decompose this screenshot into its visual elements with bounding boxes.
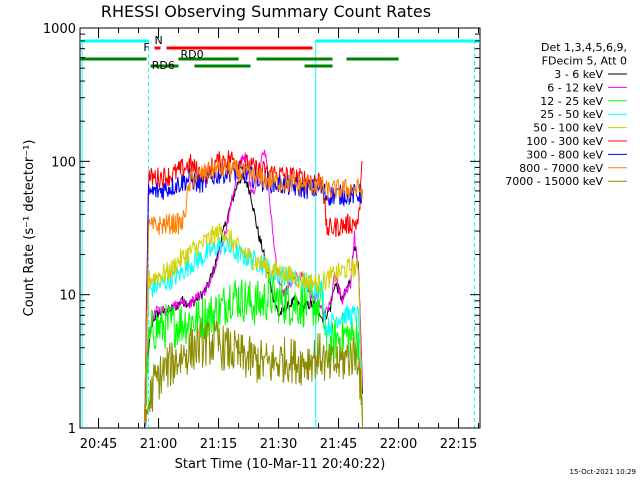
x-axis-label: Start Time (10-Mar-11 20:40:22) xyxy=(175,457,386,472)
y-tick-label: 10 xyxy=(59,289,76,304)
y-tick-label: 1000 xyxy=(43,22,76,37)
series-line-3 xyxy=(144,275,363,429)
x-tick-label: 21:30 xyxy=(260,437,297,452)
legend-entry-label: 100 - 300 keV xyxy=(526,135,603,148)
rd6-flag-label: RD6 xyxy=(152,59,175,72)
legend-header-line: FDecim 5, Att 0 xyxy=(542,55,627,68)
x-tick-label: 21:15 xyxy=(200,437,237,452)
flare-flag-label: F xyxy=(143,41,149,54)
legend-entry-label: 50 - 100 keV xyxy=(533,122,603,135)
legend-entry-label: 3 - 6 keV xyxy=(554,68,603,81)
legend-entry-label: 800 - 7000 keV xyxy=(519,162,603,175)
series-line-4 xyxy=(144,235,363,429)
series-line-9 xyxy=(144,320,363,429)
legend-header-line: Det 1,3,4,5,6,9, xyxy=(541,41,627,54)
series-line-6 xyxy=(144,150,363,429)
series-line-7 xyxy=(144,161,363,429)
series-layer xyxy=(144,149,363,429)
x-tick-label: 22:00 xyxy=(380,437,417,452)
x-tick-label: 21:45 xyxy=(320,437,357,452)
legend-entry-label: 25 - 50 keV xyxy=(540,108,603,121)
footer-timestamp: 15-Oct-2021 10:29 xyxy=(570,468,636,476)
flags-layer: NF RD0 RD6 xyxy=(80,34,480,428)
legend-entry-label: 7000 - 15000 keV xyxy=(505,175,603,188)
axes-layer: 1 10 100 1000 20:45 21:00 21:15 21:30 21:45 22:00… xyxy=(43,22,480,452)
x-tick-label: 22:15 xyxy=(440,437,477,452)
legend: Det 1,3,4,5,6,9,FDecim 5, Att 03 - 6 keV… xyxy=(505,41,627,188)
series-line-8 xyxy=(144,158,363,424)
y-tick-label: 100 xyxy=(51,155,76,170)
plot-frame xyxy=(79,27,481,429)
legend-entry-label: 300 - 800 keV xyxy=(526,148,603,161)
x-tick-label: 21:00 xyxy=(140,437,177,452)
rd0-flag-label: RD0 xyxy=(181,48,204,61)
y-tick-label: 1 xyxy=(68,422,76,437)
legend-entry-label: 6 - 12 keV xyxy=(547,81,603,94)
series-line-5 xyxy=(144,223,363,419)
night-flag-label: N xyxy=(155,34,163,47)
chart-title: RHESSI Observing Summary Count Rates xyxy=(101,2,431,21)
x-tick-label: 20:45 xyxy=(80,437,117,452)
legend-entry-label: 12 - 25 keV xyxy=(540,95,603,108)
y-axis-label: Count Rate (s⁻¹ detector⁻¹) xyxy=(22,140,37,317)
series-line-1 xyxy=(144,173,363,416)
series-line-2 xyxy=(144,149,363,422)
